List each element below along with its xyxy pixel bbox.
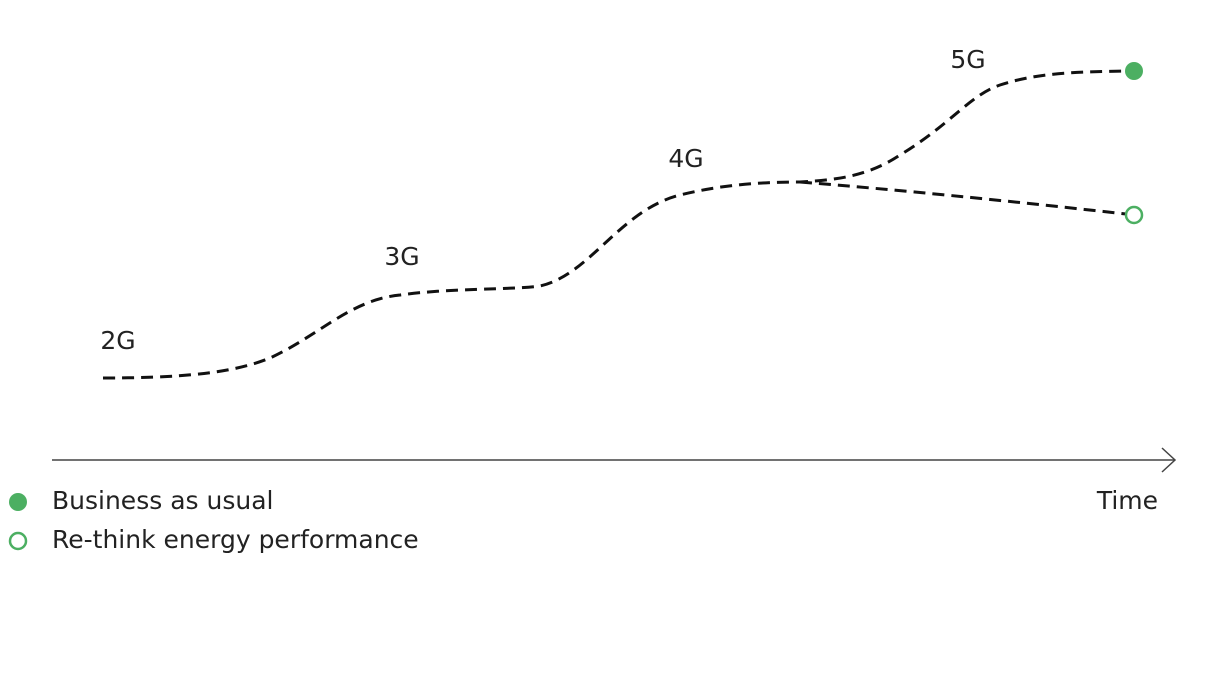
legend-marker [8, 531, 28, 551]
end-marker-open [1124, 205, 1144, 225]
generation-label: 3G [384, 242, 419, 271]
axis-arrow [1161, 447, 1177, 473]
rethink-curve [799, 180, 1127, 216]
business-as-usual-curve [102, 69, 1129, 380]
legend-label: Business as usual [52, 486, 273, 515]
generation-label: 4G [668, 144, 703, 173]
end-marker-filled [1125, 62, 1143, 80]
legend-marker [9, 493, 27, 511]
generation-label: 2G [100, 326, 135, 355]
generation-label: 5G [950, 45, 985, 74]
axis-label: Time [1096, 486, 1158, 515]
legend-label: Re-think energy performance [52, 525, 419, 554]
